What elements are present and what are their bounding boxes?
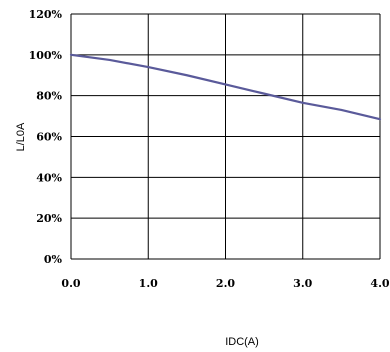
y-tick-label: 40% (36, 171, 62, 184)
grid (70, 13, 381, 260)
x-tick-label: 1.0 (139, 277, 158, 290)
x-tick-label: 3.0 (293, 277, 312, 290)
y-tick-labels: 0% 20% 40% 60% 80% 100% 120% (29, 8, 63, 266)
y-tick-label: 120% (29, 8, 63, 21)
x-tick-label: 0.0 (61, 277, 80, 290)
x-axis-label: IDC(A) (225, 336, 259, 348)
y-tick-label: 60% (36, 131, 62, 144)
series-layer (69, 53, 382, 121)
x-tick-label: 2.0 (216, 277, 235, 290)
y-tick-label: 100% (29, 49, 63, 62)
y-tick-label: 20% (36, 212, 62, 225)
y-tick-label: 0% (44, 253, 63, 266)
x-tick-labels: 0.0 1.0 2.0 3.0 4.0 (61, 277, 389, 290)
y-tick-label: 80% (36, 90, 62, 103)
series-line (69, 53, 382, 121)
y-axis-label: L/L0A (15, 122, 27, 151)
x-tick-label: 4.0 (370, 277, 389, 290)
